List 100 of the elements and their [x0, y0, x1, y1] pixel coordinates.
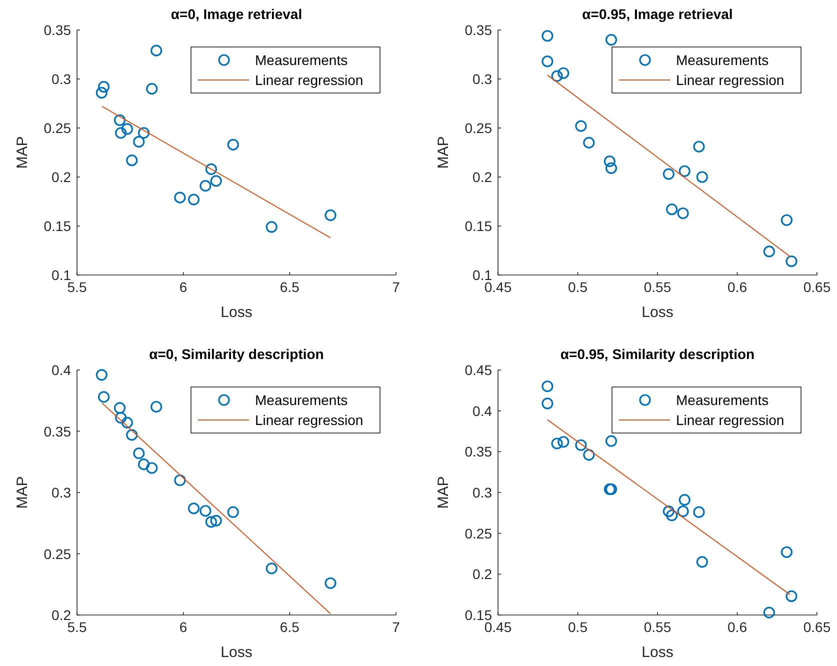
x-axis-title: Loss [642, 304, 674, 321]
point [583, 449, 595, 461]
point [146, 83, 158, 95]
point [696, 171, 708, 183]
y-tick-label: 0.15 [464, 218, 492, 234]
point [551, 70, 563, 82]
y-tick-label: 0.4 [472, 402, 492, 419]
point [604, 156, 616, 168]
y-tick-label: 0.35 [44, 423, 72, 440]
point [666, 204, 678, 216]
legend-label: Linear regression [676, 412, 784, 428]
point [210, 175, 222, 187]
point [763, 606, 775, 618]
y-tick-label: 0.2 [472, 566, 492, 582]
x-tick-label: 0.65 [803, 279, 831, 295]
point [146, 462, 158, 474]
point [174, 474, 186, 486]
x-axis-title: Loss [642, 644, 674, 661]
x-tick-label: 6.5 [280, 279, 300, 295]
point [98, 81, 110, 93]
point [96, 86, 108, 99]
point [98, 391, 110, 403]
chart-title: α=0.95, Image retrieval [582, 6, 733, 22]
point [266, 562, 278, 574]
point [150, 400, 162, 413]
point [200, 505, 212, 517]
point [542, 30, 554, 42]
point [133, 448, 145, 460]
y-tick-label: 0.25 [44, 546, 72, 562]
point [605, 162, 618, 174]
point [324, 209, 336, 222]
point [114, 402, 126, 414]
x-axis-title: Loss [220, 644, 252, 661]
point [96, 369, 108, 381]
legend-label: Measurements [255, 52, 348, 68]
point [126, 429, 138, 441]
x-axis-title: Loss [220, 304, 252, 321]
point [121, 123, 133, 135]
point [133, 136, 145, 148]
x-tick-label: 0.5 [568, 619, 588, 635]
legend-label: Measurements [676, 52, 769, 68]
y-tick-label: 0.2 [52, 169, 72, 185]
legend-label: Linear regression [676, 72, 784, 88]
y-tick-label: 0.3 [472, 71, 492, 87]
point [174, 192, 186, 204]
point [696, 556, 708, 568]
chart-title: α=0, Image retrieval [170, 6, 302, 22]
point [188, 194, 200, 206]
y-tick-label: 0.35 [464, 444, 492, 460]
chart-title: α=0, Similarity description [149, 346, 324, 362]
point [542, 56, 554, 68]
y-tick-label: 0.15 [44, 218, 72, 234]
point [114, 114, 126, 126]
y-tick-label: 0.35 [44, 22, 72, 38]
point [558, 436, 570, 448]
y-tick-label: 0.3 [52, 71, 72, 87]
point [786, 255, 798, 268]
point [126, 154, 138, 166]
point [678, 165, 690, 177]
point [150, 44, 162, 56]
point [227, 506, 239, 518]
point [780, 214, 792, 226]
point [121, 416, 133, 428]
point [188, 502, 200, 514]
point [205, 516, 217, 528]
point [678, 494, 690, 506]
point [780, 546, 792, 558]
y-axis-title: MAP [435, 136, 452, 169]
x-tick-label: 0.65 [803, 619, 831, 635]
point [551, 438, 563, 450]
x-tick-label: 7 [392, 279, 400, 295]
y-axis-title: MAP [14, 136, 31, 169]
y-tick-label: 0.3 [52, 484, 72, 500]
point [266, 221, 278, 233]
x-tick-label: 6 [179, 279, 188, 295]
legend-label: Measurements [255, 392, 348, 408]
point [666, 510, 678, 522]
point [227, 138, 239, 150]
legend-label: Measurements [676, 392, 769, 408]
x-tick-label: 0.6 [728, 619, 748, 635]
point [138, 127, 150, 139]
x-tick-label: 6 [179, 619, 188, 635]
y-tick-label: 0.2 [472, 169, 492, 185]
y-tick-label: 0.3 [472, 484, 492, 500]
point [542, 398, 554, 410]
y-tick-label: 0.35 [464, 22, 492, 38]
y-tick-label: 0.25 [464, 525, 492, 542]
point [677, 207, 689, 220]
point [115, 127, 127, 139]
point [786, 590, 798, 602]
y-tick-label: 0.25 [44, 120, 72, 136]
y-tick-label: 0.4 [52, 362, 72, 378]
point [205, 163, 217, 175]
x-tick-label: 6.5 [280, 619, 300, 635]
point [583, 136, 595, 148]
chart-title: α=0.95, Similarity description [560, 346, 755, 362]
point [677, 505, 689, 518]
legend-label: Linear regression [255, 72, 364, 88]
point [662, 168, 674, 180]
point [558, 67, 570, 79]
